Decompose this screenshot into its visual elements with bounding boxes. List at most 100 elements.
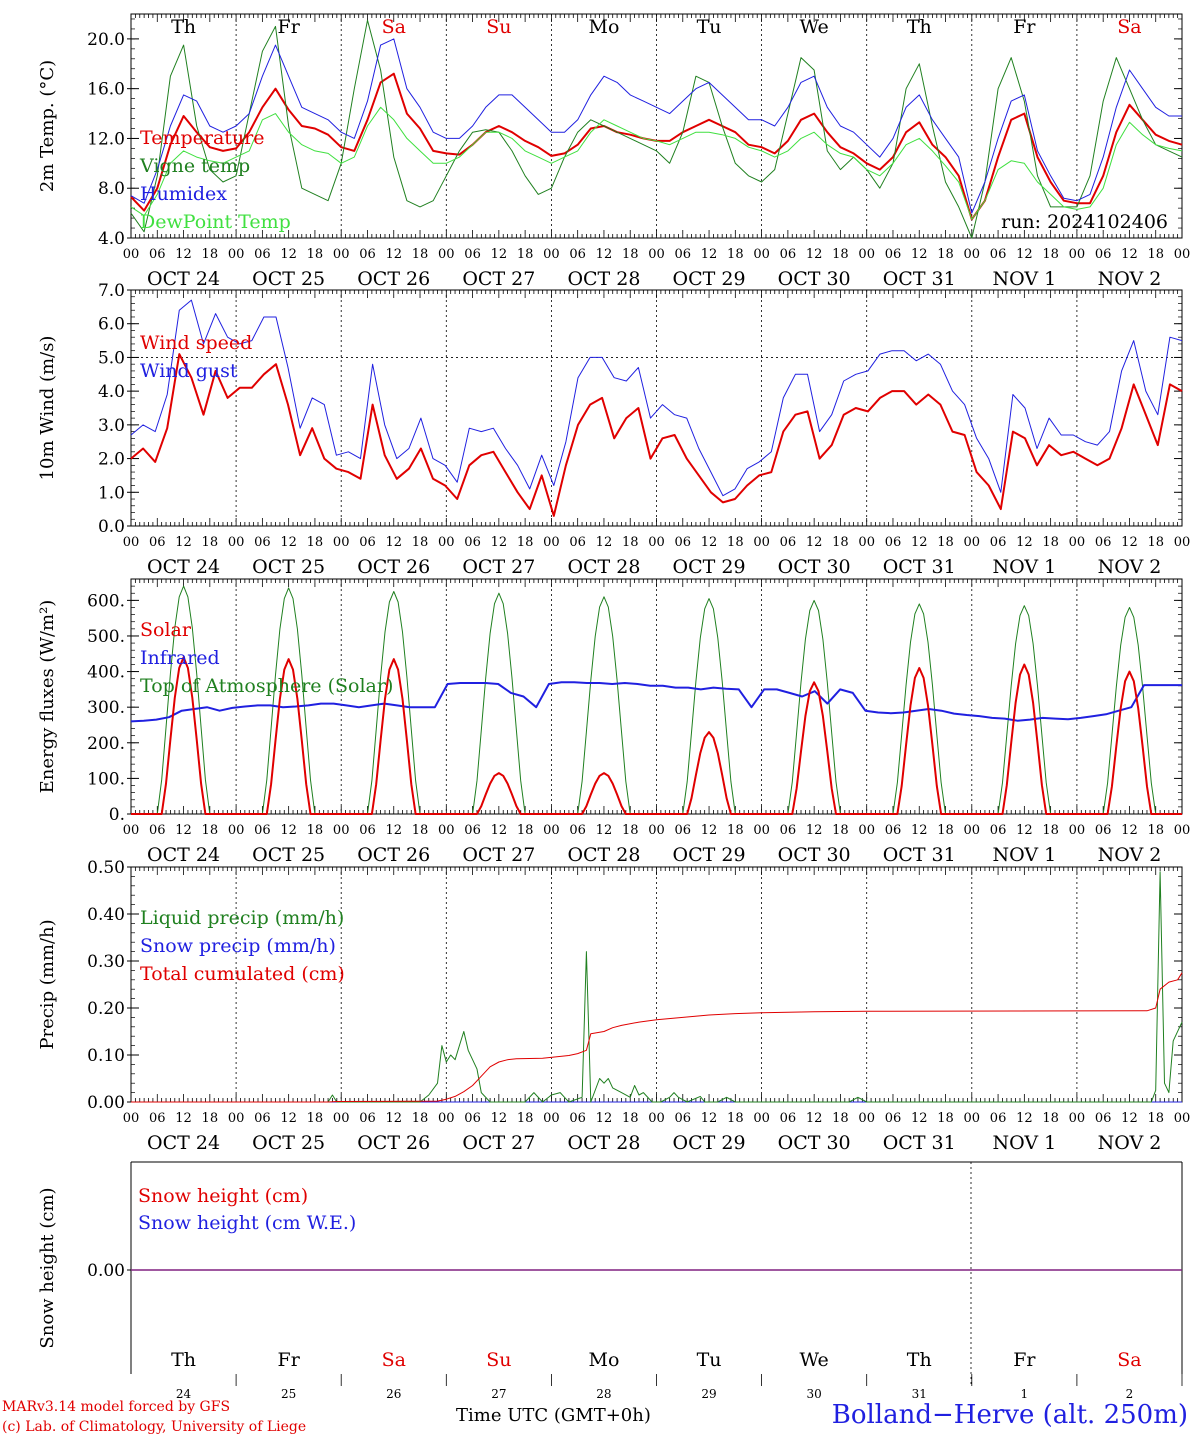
hour-tick-label: 06 xyxy=(990,823,1007,838)
hour-tick-label: 00 xyxy=(1069,247,1086,262)
date-label: OCT 31 xyxy=(883,1132,956,1154)
series-line xyxy=(130,106,1183,220)
day-number-label: 30 xyxy=(807,1387,822,1401)
hour-tick-label: 12 xyxy=(911,1111,928,1126)
hour-tick-label: 18 xyxy=(307,823,324,838)
day-number-label: 24 xyxy=(176,1387,192,1401)
panel-5: 0.00 Snow height (cm) Snow height (cm) Snow… xyxy=(37,1161,1183,1401)
hour-tick-label: 12 xyxy=(806,1111,823,1126)
hour-tick-label: 12 xyxy=(175,823,192,838)
y-tick-label: 1.0 xyxy=(98,483,125,503)
hour-tick-label: 00 xyxy=(438,1111,455,1126)
series-line xyxy=(130,353,1183,517)
weekday-label: Fr xyxy=(278,16,301,38)
hour-tick-label: 00 xyxy=(123,823,140,838)
hour-tick-label: 00 xyxy=(543,823,560,838)
hour-tick-label: 18 xyxy=(517,1111,534,1126)
hour-tick-label: 18 xyxy=(307,1111,324,1126)
hour-tick-label: 18 xyxy=(1147,1111,1164,1126)
hour-tick-label: 00 xyxy=(648,247,665,262)
day-number-label: 29 xyxy=(701,1387,716,1401)
y-tick-label: 12.0 xyxy=(87,129,125,149)
hour-tick-label: 06 xyxy=(780,823,797,838)
date-label: NOV 2 xyxy=(1098,268,1162,290)
hour-tick-label: 06 xyxy=(675,823,692,838)
date-label: OCT 29 xyxy=(673,844,746,866)
date-label: OCT 27 xyxy=(462,844,535,866)
y-tick-label: 100. xyxy=(87,769,125,789)
hour-tick-label: 06 xyxy=(359,1111,376,1126)
hour-tick-label: 12 xyxy=(385,823,402,838)
weekday-label: Sa xyxy=(1117,1349,1141,1371)
panel-1: 4.0 8.0 12.0 16.0 20.0 2m Temp. (°C) 00 06 12 18 0… xyxy=(37,13,1190,290)
date-label: NOV 2 xyxy=(1098,1132,1162,1154)
weekday-label: Su xyxy=(486,1349,511,1371)
y-tick-label: 8.0 xyxy=(98,179,125,199)
legend-entry: Snow precip (mm/h) xyxy=(140,935,336,957)
hour-tick-label: 00 xyxy=(858,823,875,838)
hour-tick-label: 06 xyxy=(885,823,902,838)
hour-tick-label: 06 xyxy=(885,535,902,550)
hour-tick-label: 00 xyxy=(1174,1111,1191,1126)
y-tick-label: 5.0 xyxy=(98,348,125,368)
date-label: OCT 26 xyxy=(357,268,430,290)
day-number-label: 25 xyxy=(281,1387,296,1401)
hour-tick-label: 06 xyxy=(359,823,376,838)
day-number-label: 31 xyxy=(912,1387,927,1401)
hour-tick-label: 06 xyxy=(569,535,586,550)
y-tick-label: 0. xyxy=(109,805,125,825)
weekday-label: Sa xyxy=(382,1349,406,1371)
hour-tick-label: 12 xyxy=(596,1111,613,1126)
hour-tick-label: 12 xyxy=(491,1111,508,1126)
y-tick-label: 0.50 xyxy=(87,858,125,878)
hour-tick-label: 06 xyxy=(254,823,271,838)
legend-entry: Snow height (cm) xyxy=(138,1185,308,1207)
hour-tick-label: 06 xyxy=(254,1111,271,1126)
hour-tick-label: 00 xyxy=(858,247,875,262)
hour-tick-label: 00 xyxy=(753,1111,770,1126)
weekday-label: Fr xyxy=(1013,16,1036,38)
y-tick-label: 6.0 xyxy=(98,315,125,335)
date-label: OCT 25 xyxy=(252,268,325,290)
hour-tick-label: 12 xyxy=(280,247,297,262)
hour-tick-label: 00 xyxy=(543,535,560,550)
panel-3: 0. 100. 200. 300. 400. 500. 600. Energy fluxes … xyxy=(37,578,1190,866)
legend-entry: Wind speed xyxy=(140,332,252,354)
y-axis-label: 10m Wind (m/s) xyxy=(37,336,58,481)
date-label: OCT 29 xyxy=(673,268,746,290)
hour-tick-label: 18 xyxy=(1147,535,1164,550)
weekday-label: Tu xyxy=(697,16,722,38)
hour-tick-label: 12 xyxy=(1121,535,1138,550)
hour-tick-label: 18 xyxy=(937,823,954,838)
panel-2: 0.0 1.0 2.0 3.0 4.0 5.0 6.0 7.0 10m Wind (m/s) 00… xyxy=(37,281,1190,578)
hour-tick-label: 18 xyxy=(727,823,744,838)
hour-tick-label: 00 xyxy=(543,247,560,262)
weekday-label: Th xyxy=(907,1349,932,1371)
hour-tick-label: 00 xyxy=(753,823,770,838)
hour-tick-label: 00 xyxy=(438,247,455,262)
y-tick-label: 600. xyxy=(87,591,125,611)
hour-tick-label: 12 xyxy=(596,823,613,838)
date-label: OCT 24 xyxy=(147,1132,220,1154)
weekday-label: Sa xyxy=(1117,16,1141,38)
hour-tick-label: 06 xyxy=(1095,823,1112,838)
hour-tick-label: 06 xyxy=(675,247,692,262)
hour-tick-label: 18 xyxy=(1042,1111,1059,1126)
hour-tick-label: 12 xyxy=(280,535,297,550)
date-label: OCT 27 xyxy=(462,268,535,290)
date-label: OCT 28 xyxy=(567,1132,640,1154)
hour-tick-label: 06 xyxy=(254,535,271,550)
hour-tick-label: 00 xyxy=(648,1111,665,1126)
day-number-label: 1 xyxy=(1021,1387,1029,1401)
hour-tick-label: 06 xyxy=(885,1111,902,1126)
hour-tick-label: 18 xyxy=(832,247,849,262)
y-tick-label: 500. xyxy=(87,627,125,647)
y-tick-label: 0.00 xyxy=(87,1261,125,1281)
date-label: NOV 2 xyxy=(1098,844,1162,866)
y-axis-label: 2m Temp. (°C) xyxy=(37,60,58,192)
hour-tick-label: 06 xyxy=(464,823,481,838)
weekday-label: Th xyxy=(171,16,196,38)
weekday-label: We xyxy=(800,16,829,38)
hour-tick-label: 12 xyxy=(596,535,613,550)
